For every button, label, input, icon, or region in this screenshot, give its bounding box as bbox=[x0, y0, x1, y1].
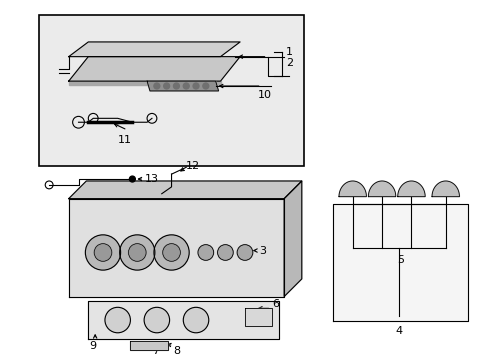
Polygon shape bbox=[130, 341, 167, 350]
Circle shape bbox=[129, 176, 135, 182]
Text: 2: 2 bbox=[285, 58, 293, 68]
Polygon shape bbox=[69, 199, 284, 297]
Text: 3: 3 bbox=[259, 246, 266, 256]
Circle shape bbox=[120, 235, 155, 270]
Text: 4: 4 bbox=[395, 326, 402, 336]
Text: 11: 11 bbox=[118, 135, 131, 145]
Text: 10: 10 bbox=[257, 90, 271, 100]
Bar bbox=[39, 14, 303, 166]
Polygon shape bbox=[244, 308, 272, 326]
Polygon shape bbox=[69, 57, 240, 81]
Polygon shape bbox=[147, 81, 218, 91]
Polygon shape bbox=[69, 81, 220, 85]
Text: 5: 5 bbox=[396, 255, 404, 265]
Polygon shape bbox=[69, 181, 301, 199]
Circle shape bbox=[173, 83, 179, 89]
Circle shape bbox=[144, 307, 169, 333]
Circle shape bbox=[198, 245, 213, 260]
Polygon shape bbox=[284, 181, 301, 297]
Circle shape bbox=[105, 307, 130, 333]
Polygon shape bbox=[367, 181, 395, 197]
Polygon shape bbox=[431, 181, 459, 197]
Text: 8: 8 bbox=[173, 346, 180, 356]
Text: 9: 9 bbox=[89, 341, 96, 351]
Circle shape bbox=[217, 245, 233, 260]
Polygon shape bbox=[332, 203, 468, 321]
Text: 12: 12 bbox=[186, 161, 200, 171]
Text: 6: 6 bbox=[272, 300, 279, 309]
Polygon shape bbox=[69, 42, 240, 57]
Polygon shape bbox=[88, 301, 279, 339]
Circle shape bbox=[128, 244, 146, 261]
Circle shape bbox=[163, 83, 169, 89]
Circle shape bbox=[237, 245, 252, 260]
Circle shape bbox=[193, 83, 199, 89]
Circle shape bbox=[154, 83, 160, 89]
Text: 7: 7 bbox=[152, 346, 159, 356]
Polygon shape bbox=[338, 181, 366, 197]
Text: 1: 1 bbox=[285, 47, 292, 57]
Polygon shape bbox=[397, 181, 424, 197]
Circle shape bbox=[163, 244, 180, 261]
Circle shape bbox=[94, 244, 112, 261]
Circle shape bbox=[183, 307, 208, 333]
Circle shape bbox=[183, 83, 189, 89]
Text: 13: 13 bbox=[145, 174, 159, 184]
Circle shape bbox=[85, 235, 121, 270]
Circle shape bbox=[154, 235, 189, 270]
Circle shape bbox=[203, 83, 208, 89]
